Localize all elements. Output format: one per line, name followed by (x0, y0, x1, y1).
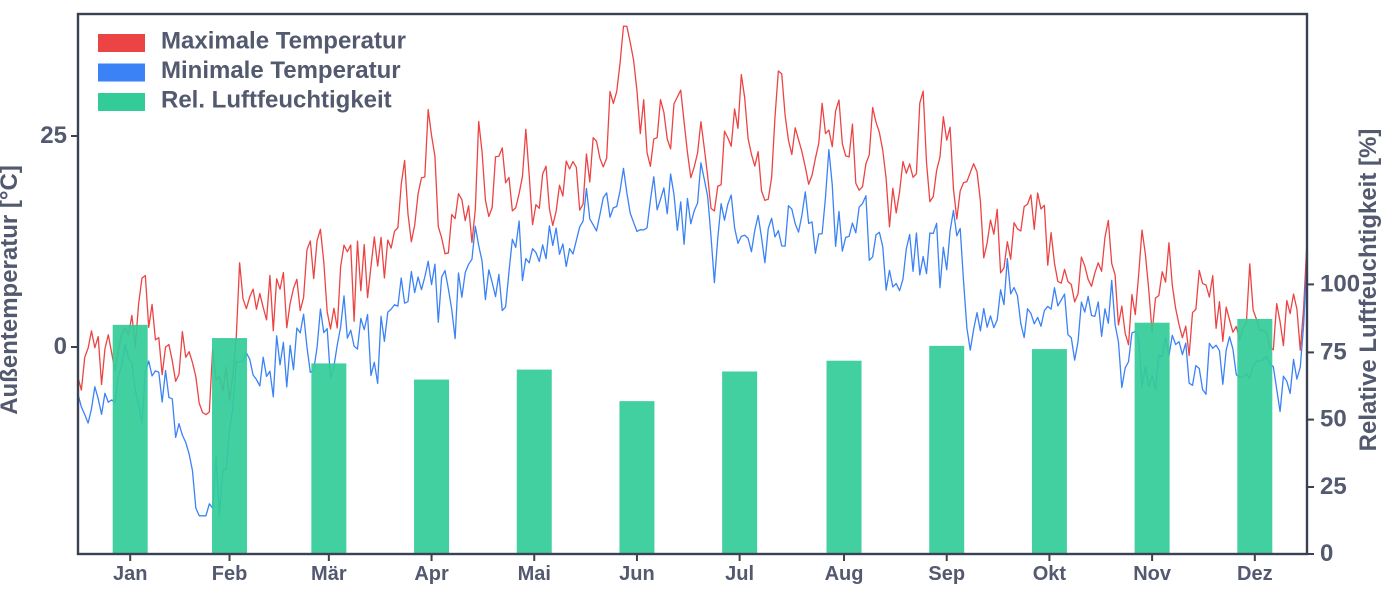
svg-text:Feb: Feb (212, 563, 248, 585)
svg-text:50: 50 (1320, 406, 1347, 433)
svg-text:Jan: Jan (113, 563, 147, 585)
svg-text:Minimale Temperatur: Minimale Temperatur (161, 57, 401, 84)
svg-text:Dez: Dez (1237, 563, 1273, 585)
svg-text:Jul: Jul (725, 563, 754, 585)
svg-text:Außentemperatur [°C]: Außentemperatur [°C] (0, 165, 23, 415)
svg-text:75: 75 (1320, 338, 1347, 365)
svg-text:Mär: Mär (311, 563, 347, 585)
svg-text:Okt: Okt (1033, 563, 1067, 585)
svg-text:Aug: Aug (825, 563, 864, 585)
svg-text:0: 0 (54, 333, 67, 360)
svg-text:Rel. Luftfeuchtigkeit: Rel. Luftfeuchtigkeit (161, 87, 392, 114)
svg-text:Jun: Jun (619, 563, 655, 585)
svg-text:Mai: Mai (518, 563, 551, 585)
svg-text:0: 0 (1320, 540, 1333, 567)
svg-text:Sep: Sep (928, 563, 965, 585)
svg-text:Maximale Temperatur: Maximale Temperatur (161, 28, 406, 55)
svg-text:25: 25 (40, 122, 67, 149)
svg-text:25: 25 (1320, 473, 1347, 500)
svg-text:Apr: Apr (414, 563, 449, 585)
svg-text:Nov: Nov (1133, 563, 1172, 585)
svg-text:Relative Luftfeuchtigkeit [%]: Relative Luftfeuchtigkeit [%] (1355, 129, 1382, 452)
